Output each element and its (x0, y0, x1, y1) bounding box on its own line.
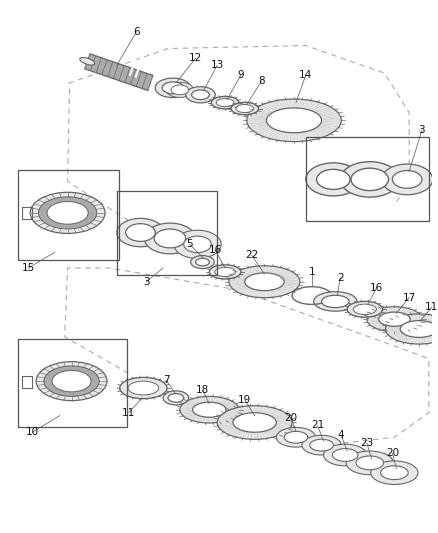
Ellipse shape (306, 163, 361, 196)
Ellipse shape (128, 381, 159, 395)
Ellipse shape (236, 104, 254, 112)
Bar (18, 339, 127, 427)
Ellipse shape (217, 406, 292, 439)
Ellipse shape (174, 230, 221, 259)
Polygon shape (85, 54, 153, 91)
Ellipse shape (346, 451, 393, 475)
Text: 13: 13 (211, 60, 224, 70)
Ellipse shape (30, 192, 105, 233)
Text: 6: 6 (133, 27, 140, 37)
Text: 16: 16 (208, 245, 222, 255)
Ellipse shape (193, 402, 226, 417)
Text: 11: 11 (122, 408, 135, 418)
Ellipse shape (332, 449, 358, 462)
Ellipse shape (324, 444, 367, 466)
Ellipse shape (353, 304, 376, 314)
Ellipse shape (162, 82, 184, 94)
Text: 22: 22 (245, 250, 258, 260)
Ellipse shape (284, 431, 308, 443)
Text: 7: 7 (163, 375, 170, 385)
Ellipse shape (44, 366, 99, 397)
Text: 20: 20 (284, 413, 297, 423)
Ellipse shape (229, 266, 300, 298)
Ellipse shape (231, 102, 258, 115)
Text: 8: 8 (258, 76, 265, 86)
Ellipse shape (155, 78, 191, 98)
Bar (18, 169, 119, 260)
Ellipse shape (400, 320, 438, 337)
Ellipse shape (233, 413, 276, 432)
Ellipse shape (80, 58, 95, 65)
Text: 18: 18 (196, 385, 209, 395)
Ellipse shape (351, 168, 389, 191)
Text: 17: 17 (403, 293, 416, 303)
Ellipse shape (381, 164, 433, 195)
Ellipse shape (195, 259, 209, 266)
Ellipse shape (371, 461, 418, 484)
Ellipse shape (321, 295, 349, 308)
Ellipse shape (36, 362, 107, 401)
Ellipse shape (347, 301, 382, 317)
Ellipse shape (340, 161, 399, 197)
Text: 14: 14 (299, 70, 312, 80)
Ellipse shape (117, 219, 164, 247)
Ellipse shape (385, 314, 438, 344)
Ellipse shape (163, 391, 189, 405)
Ellipse shape (276, 427, 316, 447)
Ellipse shape (314, 292, 357, 311)
Text: 2: 2 (337, 273, 343, 283)
Ellipse shape (209, 265, 241, 279)
Bar (306, 137, 429, 221)
Text: 11: 11 (425, 302, 438, 312)
Ellipse shape (317, 169, 350, 189)
Ellipse shape (216, 99, 234, 107)
Ellipse shape (126, 224, 155, 241)
Ellipse shape (39, 197, 97, 229)
Ellipse shape (266, 108, 321, 133)
Ellipse shape (191, 256, 214, 269)
Ellipse shape (154, 229, 186, 248)
Ellipse shape (215, 268, 235, 277)
Text: 20: 20 (386, 448, 399, 458)
Ellipse shape (310, 439, 333, 451)
Ellipse shape (378, 312, 410, 326)
Ellipse shape (120, 377, 167, 399)
Text: 3: 3 (143, 277, 150, 287)
Bar (117, 191, 217, 275)
Ellipse shape (245, 273, 284, 290)
Ellipse shape (381, 466, 408, 480)
Ellipse shape (211, 96, 239, 109)
Ellipse shape (367, 307, 422, 332)
Text: 9: 9 (237, 70, 244, 80)
Text: 15: 15 (21, 263, 35, 273)
Ellipse shape (180, 397, 239, 423)
Text: 19: 19 (238, 395, 251, 405)
Ellipse shape (186, 87, 215, 103)
Text: 10: 10 (26, 427, 39, 438)
Text: 4: 4 (338, 430, 345, 440)
Text: 23: 23 (360, 438, 374, 448)
Ellipse shape (171, 85, 189, 95)
Ellipse shape (47, 201, 88, 224)
Text: 21: 21 (311, 421, 324, 431)
Ellipse shape (247, 99, 341, 142)
Text: 3: 3 (419, 125, 425, 135)
Ellipse shape (52, 370, 91, 392)
Ellipse shape (192, 90, 209, 100)
Ellipse shape (302, 435, 341, 455)
Text: 12: 12 (189, 53, 202, 63)
Ellipse shape (392, 171, 422, 188)
Ellipse shape (145, 223, 195, 254)
Text: 5: 5 (186, 239, 193, 249)
Text: 1: 1 (308, 267, 315, 277)
Text: 16: 16 (370, 282, 383, 293)
Ellipse shape (166, 82, 194, 98)
Ellipse shape (168, 393, 184, 402)
Ellipse shape (356, 456, 384, 470)
Ellipse shape (184, 236, 211, 253)
